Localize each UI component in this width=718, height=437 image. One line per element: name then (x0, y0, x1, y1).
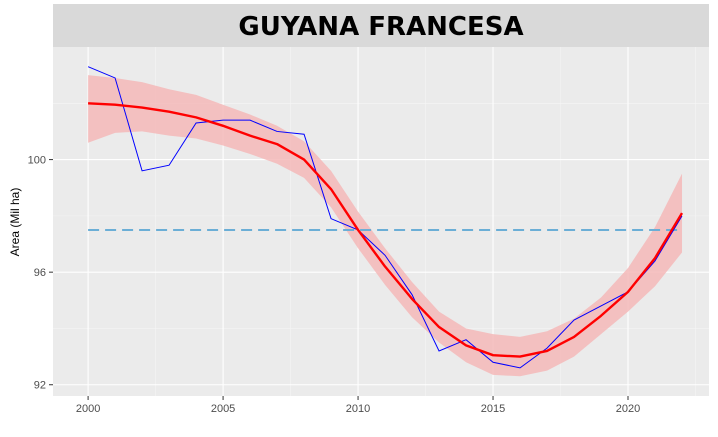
y-tick-label: 96 (34, 267, 46, 279)
grid-lines (53, 47, 709, 396)
y-tick-label: 92 (34, 380, 46, 392)
x-tick-label: 2020 (616, 403, 640, 415)
y-tick-label: 100 (28, 155, 46, 167)
chart-title: GUYANA FRANCESA (238, 12, 523, 42)
strip-background (53, 4, 709, 47)
x-tick-label: 2005 (211, 403, 235, 415)
x-tick-label: 2000 (76, 403, 100, 415)
observed-series-line (87, 66, 683, 369)
x-tick-label: 2015 (481, 403, 505, 415)
x-tick-label: 2010 (346, 403, 370, 415)
confidence-band (88, 75, 683, 377)
y-axis-title: Area (Mil ha) (8, 188, 22, 257)
axes: 2000 2005 2010 2015 2020 92 96 100 (28, 155, 641, 415)
smooth-trend-line (88, 102, 684, 358)
